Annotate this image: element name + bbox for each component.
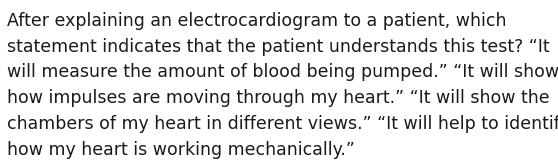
Text: chambers of my heart in different views.” “It will help to identify: chambers of my heart in different views.… [7,115,558,133]
Text: how my heart is working mechanically.”: how my heart is working mechanically.” [7,141,355,159]
Text: will measure the amount of blood being pumped.” “It will show: will measure the amount of blood being p… [7,63,558,81]
Text: After explaining an electrocardiogram to a patient, which: After explaining an electrocardiogram to… [7,12,507,30]
Text: statement indicates that the patient understands this test? “It: statement indicates that the patient und… [7,38,550,56]
Text: how impulses are moving through my heart.” “It will show the: how impulses are moving through my heart… [7,89,550,107]
